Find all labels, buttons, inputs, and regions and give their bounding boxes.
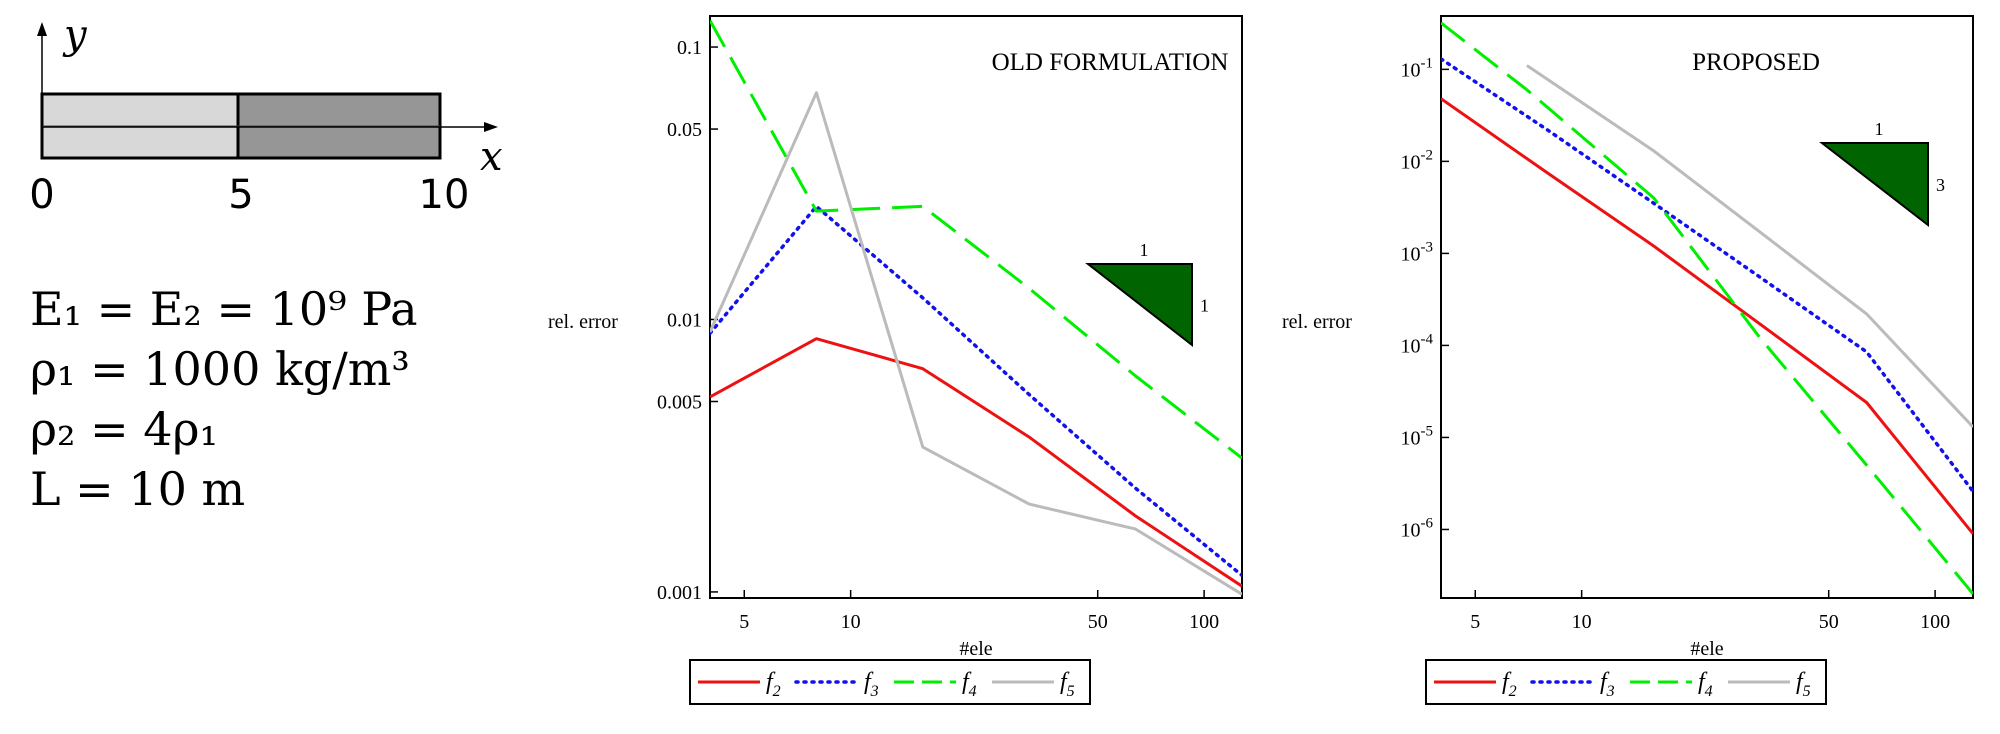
legend: f2 f3 f4 f5 bbox=[1425, 659, 1827, 705]
plot-frame bbox=[1440, 15, 1974, 599]
y-tick-label: 0.05 bbox=[667, 119, 702, 141]
y-tick-exponent: -2 bbox=[1421, 147, 1434, 163]
bar-schematic: x y 0 5 10 bbox=[29, 12, 502, 218]
legend-subscript-f5: 5 bbox=[1067, 683, 1075, 700]
x-tick-label: 10 bbox=[1572, 611, 1592, 633]
chart-title: OLD FORMULATION bbox=[992, 49, 1229, 76]
y-tick-exponent: -1 bbox=[1421, 55, 1434, 71]
legend-subscript-f3: 3 bbox=[870, 683, 879, 700]
slope-triangle-run-label: 1 bbox=[1140, 240, 1149, 260]
series-line-f5 bbox=[1526, 64, 1973, 429]
legend-subscript-f4: 4 bbox=[969, 683, 977, 700]
param-density-1: ρ₁ = 1000 kg/m³ bbox=[30, 342, 410, 396]
y-tick-exponent: -5 bbox=[1421, 423, 1434, 439]
legend-subscript-f5: 5 bbox=[1803, 683, 1811, 700]
x-axis-label: x bbox=[480, 134, 503, 180]
y-axis-label: rel. error bbox=[548, 311, 618, 333]
y-tick-label: 10-6 bbox=[1401, 515, 1434, 541]
bar-tick-5: 5 bbox=[228, 172, 253, 218]
series-line-f5 bbox=[710, 91, 1242, 596]
series-line-f4 bbox=[710, 19, 1242, 460]
parameter-list: E₁ = E₂ = 10⁹ Pa ρ₁ = 1000 kg/m³ ρ₂ = 4ρ… bbox=[30, 282, 418, 516]
series-line-f2 bbox=[710, 337, 1242, 588]
legend-subscript-f3: 3 bbox=[1606, 683, 1615, 700]
bar-tick-0: 0 bbox=[29, 172, 54, 218]
x-tick-label: 10 bbox=[841, 611, 861, 633]
x-tick-label: 50 bbox=[1819, 611, 1839, 633]
slope-triangle bbox=[1085, 263, 1193, 348]
x-tick-label: 100 bbox=[1920, 611, 1950, 633]
y-tick-label: 10-4 bbox=[1401, 331, 1434, 357]
series-line-f3 bbox=[1441, 57, 1973, 494]
y-tick-label: 10-5 bbox=[1401, 423, 1434, 449]
slope-triangle-run-label: 1 bbox=[1875, 119, 1884, 139]
slope-triangle-rise-label: 3 bbox=[1936, 175, 1945, 195]
series-group bbox=[1441, 21, 1973, 595]
legend-subscript-f2: 2 bbox=[773, 683, 781, 700]
param-youngs-modulus: E₁ = E₂ = 10⁹ Pa bbox=[30, 282, 418, 336]
y-tick-label: 0.001 bbox=[657, 582, 702, 604]
slope-triangle-rise-label: 1 bbox=[1200, 296, 1209, 316]
param-length: L = 10 m bbox=[30, 462, 245, 516]
y-tick-label: 10-2 bbox=[1401, 147, 1434, 173]
y-axis-label: y bbox=[62, 12, 88, 58]
y-tick-exponent: -3 bbox=[1421, 239, 1434, 255]
y-tick-label: 0.1 bbox=[677, 37, 702, 59]
plot-frame bbox=[709, 15, 1243, 599]
legend: f2 f3 f4 f5 bbox=[689, 659, 1091, 705]
y-axis-arrowhead bbox=[37, 22, 47, 36]
series-line-f3 bbox=[710, 204, 1242, 578]
bar-tick-10: 10 bbox=[419, 172, 470, 218]
series-line-f4 bbox=[1441, 21, 1973, 595]
chart-old-formulation: 5 10 50 100 0.001 0.005 0.01 0.05 0.1 rel. error #… bbox=[548, 15, 1243, 705]
series-line-f2 bbox=[1441, 97, 1973, 535]
x-tick-label: 50 bbox=[1088, 611, 1108, 633]
chart-proposed: 5 10 50 100 10-6 10-5 10-4 10-3 10-2 10-1 rel. err… bbox=[1282, 15, 1974, 705]
chart-title: PROPOSED bbox=[1692, 49, 1820, 76]
x-tick-label: 5 bbox=[1470, 611, 1480, 633]
y-axis-label: rel. error bbox=[1282, 311, 1352, 333]
param-density-2: ρ₂ = 4ρ₁ bbox=[30, 402, 218, 456]
y-tick-label: 10-3 bbox=[1401, 239, 1434, 265]
y-tick-label: 0.005 bbox=[657, 392, 702, 414]
series-group bbox=[710, 19, 1242, 596]
x-axis-label: #ele bbox=[959, 638, 992, 660]
x-tick-label: 5 bbox=[739, 611, 749, 633]
y-tick-label: 10-1 bbox=[1401, 55, 1434, 81]
y-tick-label: 0.01 bbox=[667, 309, 702, 331]
slope-triangle bbox=[1819, 142, 1929, 228]
y-tick-exponent: -6 bbox=[1421, 515, 1434, 531]
legend-subscript-f4: 4 bbox=[1705, 683, 1713, 700]
x-tick-label: 100 bbox=[1189, 611, 1219, 633]
x-axis-label: #ele bbox=[1690, 638, 1723, 660]
y-tick-exponent: -4 bbox=[1421, 331, 1434, 347]
x-axis-arrowhead bbox=[484, 122, 498, 132]
legend-subscript-f2: 2 bbox=[1509, 683, 1517, 700]
